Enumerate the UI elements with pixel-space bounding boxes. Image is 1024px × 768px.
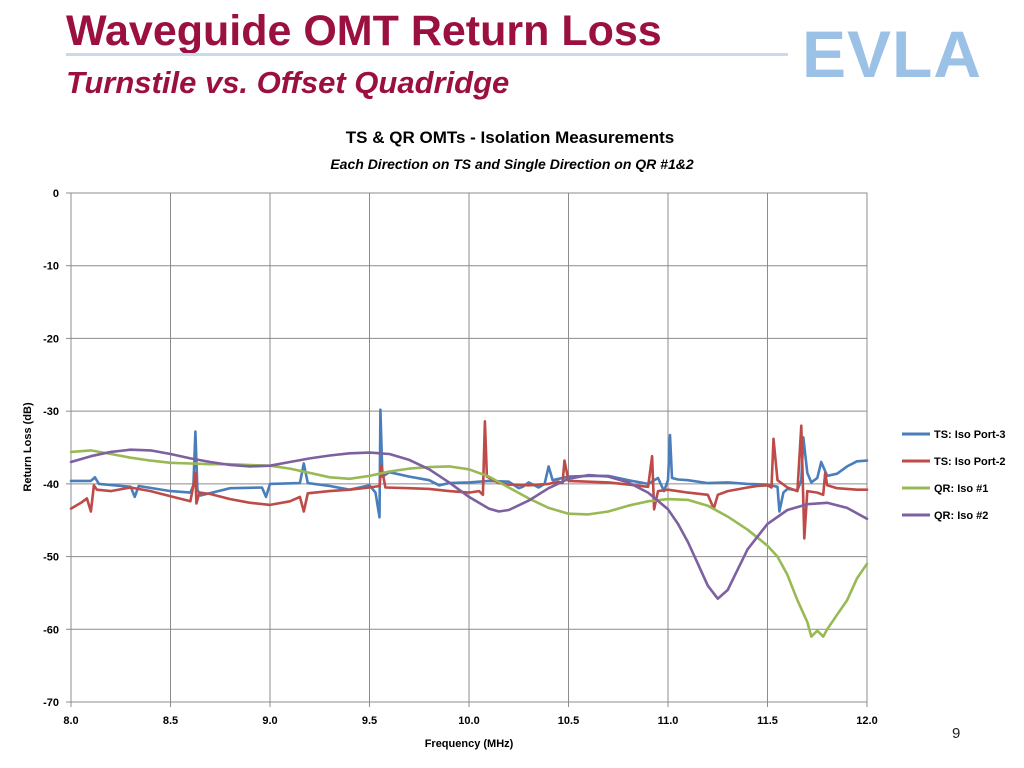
- chart-grid: [70, 192, 868, 703]
- x-tick-label: 10.0: [458, 715, 479, 727]
- chart-axes: 0 -10 -20 -30 -40 -50 -60 -70 8.0 8.5 9.0 9.5 10.0 10…: [43, 188, 878, 727]
- y-tick-label: -10: [43, 261, 59, 273]
- x-tick-label: 9.0: [262, 715, 277, 727]
- x-tick-label: 11.5: [757, 715, 778, 727]
- x-tick-label: 9.5: [362, 715, 377, 727]
- chart-series: [69, 408, 869, 638]
- y-tick-label: -40: [43, 479, 59, 491]
- legend-label-3: QR: Iso #1: [934, 483, 988, 495]
- chart-subtitle: Each Direction on TS and Single Directio…: [330, 156, 693, 172]
- y-tick-label: 0: [53, 188, 59, 200]
- plot-area-frame: [70, 192, 868, 703]
- chart-legend: TS: Iso Port-3 TS: Iso Port-2 QR: Iso #1 QR…: [902, 429, 1006, 522]
- y-tick-label: -70: [43, 697, 59, 709]
- slide-title: Waveguide OMT Return Loss: [66, 7, 662, 55]
- chart-title: TS & QR OMTs - Isolation Measurements: [346, 128, 674, 147]
- y-tick-label: -60: [43, 624, 59, 636]
- x-tick-label: 10.5: [558, 715, 579, 727]
- y-tick-label: -50: [43, 552, 59, 564]
- legend-label-4: QR: Iso #2: [934, 510, 988, 522]
- y-axis-title: Return Loss (dB): [22, 402, 34, 492]
- legend-label-2: TS: Iso Port-2: [934, 456, 1006, 468]
- y-tick-label: -20: [43, 333, 59, 345]
- series-line-2: [69, 420, 869, 540]
- evla-logo: EVLA: [802, 17, 983, 91]
- x-tick-label: 12.0: [856, 715, 877, 727]
- title-underline: [66, 53, 788, 56]
- series-line-4: [69, 448, 869, 600]
- page-number: 9: [952, 725, 961, 742]
- x-tick-label: 11.0: [658, 715, 679, 727]
- x-tick-label: 8.0: [63, 715, 78, 727]
- x-tick-label: 8.5: [163, 715, 178, 727]
- legend-label-1: TS: Iso Port-3: [934, 429, 1006, 441]
- y-tick-label: -30: [43, 406, 59, 418]
- x-axis-title: Frequency (MHz): [425, 738, 514, 750]
- slide-subtitle: Turnstile vs. Offset Quadridge: [66, 65, 510, 100]
